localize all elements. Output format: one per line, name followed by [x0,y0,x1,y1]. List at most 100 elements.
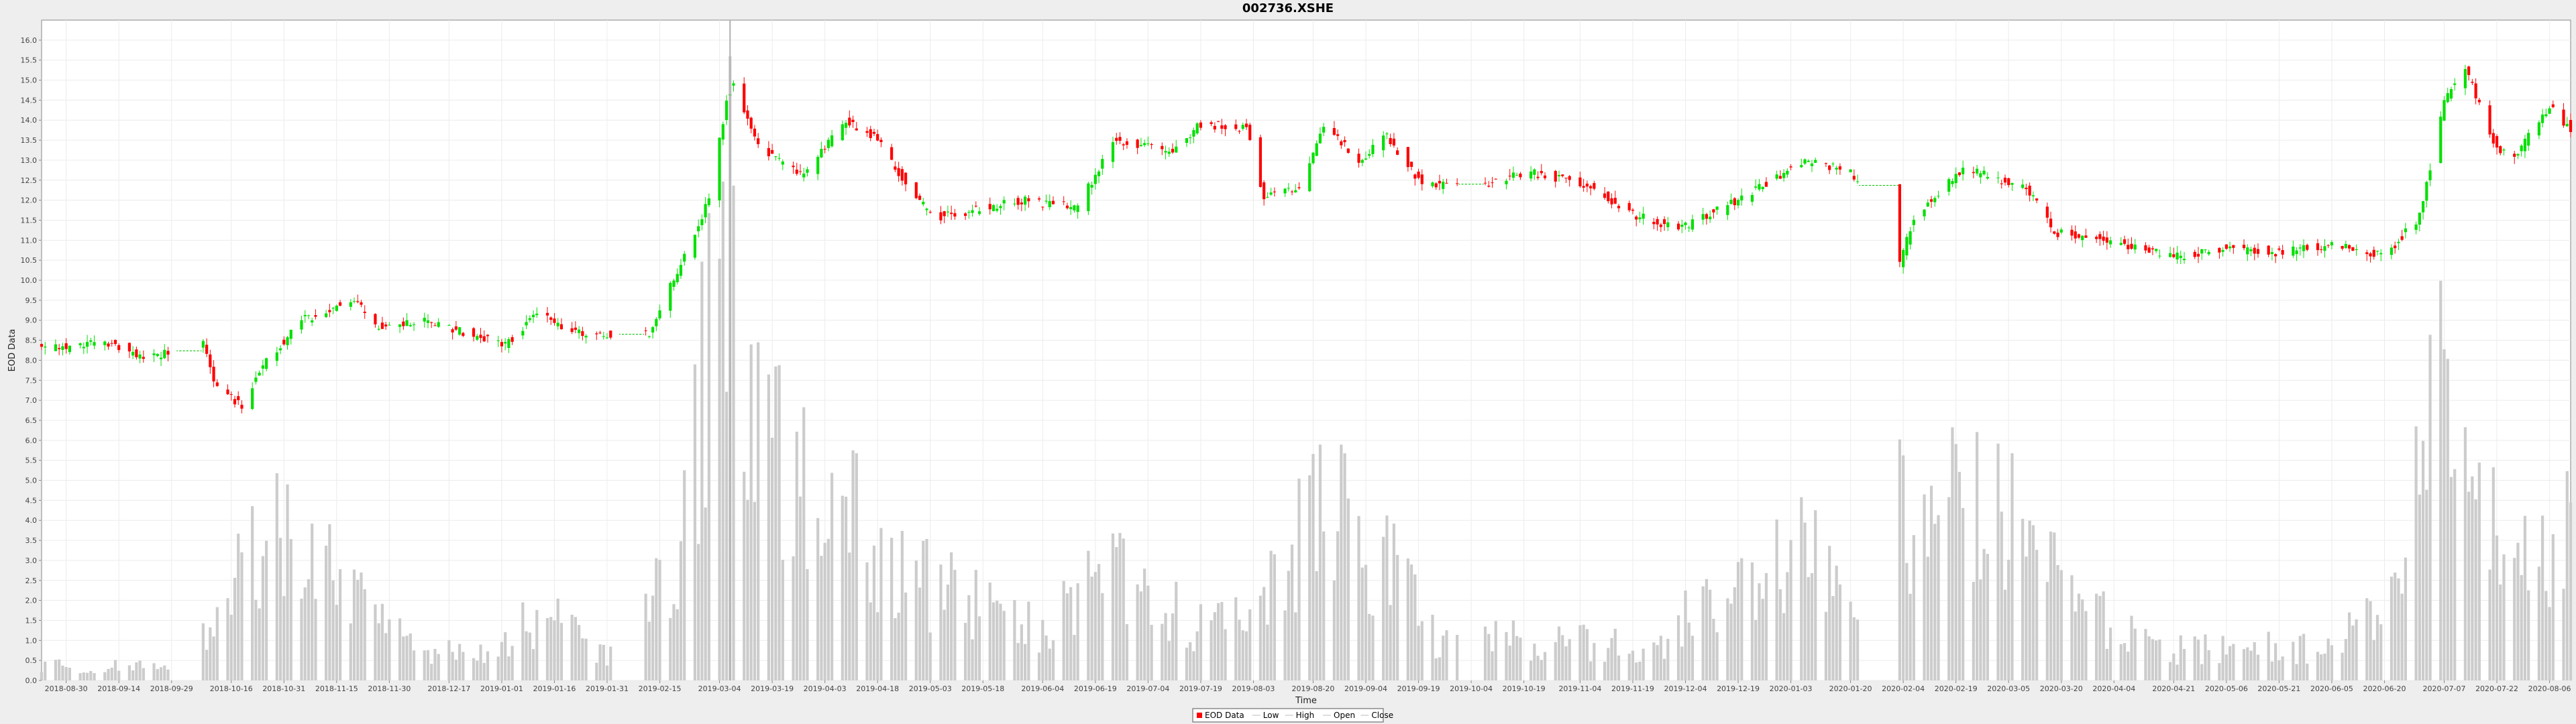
candle-body [802,174,806,178]
x-tick-label: 2020-01-20 [1829,684,1872,693]
candle-body [1494,178,1497,180]
candle-body [1115,137,1118,141]
candle-body [1557,175,1561,177]
volume-bar [2544,591,2548,680]
candle-body [240,404,244,409]
volume-bar [1947,497,1951,680]
candle-body [1122,144,1125,145]
candle-body [746,110,749,119]
candle-body [226,389,229,395]
candle-body [749,117,753,129]
volume-bar [93,672,96,680]
candle-body [967,212,971,213]
volume-bar [1582,624,1585,680]
candle-body [2151,248,2155,250]
candle-body [261,365,264,369]
candle-body [1382,135,1385,151]
candle-body [1016,198,1020,205]
candle-body [2224,244,2228,249]
volume-bar [1199,604,1203,680]
volume-bar [1090,577,1093,680]
volume-bar [458,644,462,680]
volume-bar [1013,600,1016,680]
candle-body [676,274,679,282]
legend-label: EOD Data [1205,711,1244,720]
x-tick-label: 2019-05-03 [909,684,952,693]
volume-bar [1610,638,1613,680]
volume-bar [1210,620,1213,680]
candle-body [209,354,212,367]
volume-bar [2021,518,2025,680]
candle-body [311,320,314,322]
candle-body [2045,206,2049,218]
candle-body [1617,206,1621,208]
candle-body [1662,219,1666,225]
candle-body [1849,169,1852,173]
volume-bar [209,627,212,680]
volume-bar [1311,454,1315,680]
volume-bar [609,646,612,680]
candle-body [1782,172,1786,178]
candle-body [792,166,795,168]
candle-body [352,301,356,302]
candle-body [1540,171,1543,174]
volume-bar [1656,645,1659,680]
candle-body [2098,234,2102,239]
volume-bar [1125,624,1129,680]
volume-bar [261,556,264,680]
candle-body [1789,166,1792,168]
candle-body [1659,225,1662,227]
volume-bar [1975,432,1979,680]
candle-body [1322,127,1326,133]
candle-body [1684,222,1687,225]
candle-body [1175,146,1178,153]
candle-body [999,206,1002,208]
candle-body [1610,198,1613,204]
candle-body [2477,99,2481,103]
volume-bar [2513,558,2516,680]
candle-body [869,129,872,138]
y-tick-label: 2.0 [25,597,38,605]
candle-body [872,131,876,134]
candle-body [426,320,430,323]
candle-body [928,212,932,213]
candle-body [855,128,858,131]
candle-body [1758,184,1761,190]
volume-bar [1389,605,1392,680]
x-tick-label: 2019-11-04 [1558,684,1601,693]
volume-bar [215,607,219,680]
candle-body [2218,247,2221,253]
volume-bar [1248,609,1252,680]
volume-bar [781,560,784,680]
candle-body [655,318,658,326]
candle-body [2379,253,2383,255]
candle-body [605,337,609,339]
volume-bar [1290,544,1294,680]
candle-body [1409,162,1413,167]
volume-bar [201,623,205,680]
volume-bar [2010,453,2014,680]
candle-body [300,320,303,330]
volume-bar [584,638,588,680]
candle-body [2541,114,2544,123]
candle-body [1803,159,1807,164]
candle-body [2439,116,2443,164]
candle-body [700,219,704,225]
volume-bar [2077,593,2081,680]
x-tick-label: 2019-08-20 [1292,684,1335,693]
volume-bar [1192,651,1195,680]
volume-bar [1733,587,1736,680]
candle-body [2394,245,2397,249]
volume-bar [1849,601,1852,680]
volume-bar [2108,627,2112,680]
volume-bar [598,644,602,680]
volume-bar [900,530,904,680]
volume-bar [2074,611,2077,680]
grid-lines [42,20,2571,681]
volume-bar [999,603,1002,680]
x-tick-label: 2020-06-05 [2310,684,2353,693]
volume-bar [1161,623,1164,680]
x-axis-ticks: 2018-08-30 2018-09-14 2018-09-29 2018-10-16… [45,680,2571,693]
candle-body [904,172,908,184]
candle-body [781,161,784,165]
